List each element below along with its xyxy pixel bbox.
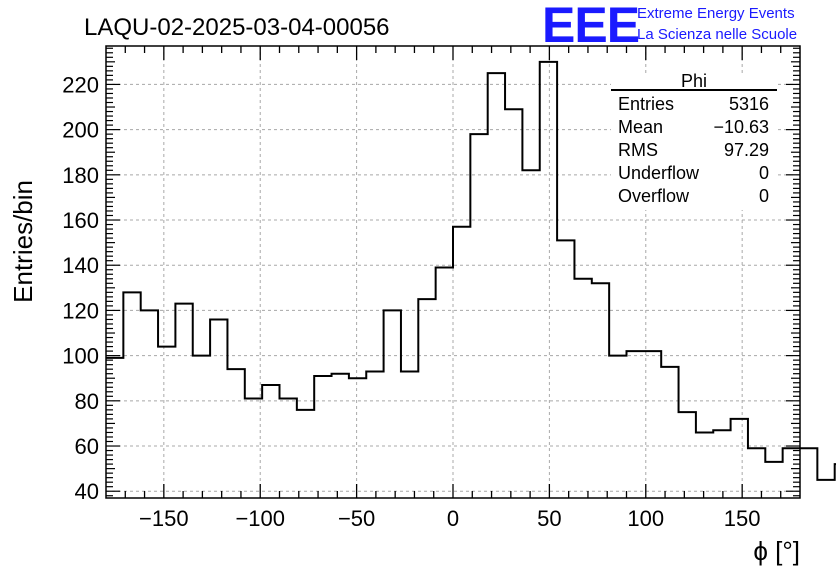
x-tick-label: 100 xyxy=(627,506,664,531)
stats-entries-value: 5316 xyxy=(729,94,769,114)
y-axis-label: Entries/bin xyxy=(8,180,38,303)
histogram-series xyxy=(106,60,836,481)
x-tick-label: 150 xyxy=(724,506,761,531)
stats-overflow-value: 0 xyxy=(759,186,769,206)
y-tick-label: 200 xyxy=(62,118,99,143)
x-tick-label: 50 xyxy=(537,506,561,531)
y-tick-label: 140 xyxy=(62,253,99,278)
y-axis: 40 60 80 100 120 140 160 180 200 220 xyxy=(62,47,800,504)
stats-overflow-label: Overflow xyxy=(618,186,690,206)
stats-rms-value: 97.29 xyxy=(724,140,769,160)
stats-underflow-value: 0 xyxy=(759,163,769,183)
run-title: LAQU-02-2025-03-04-00056 xyxy=(84,14,390,41)
stats-mean-label: Mean xyxy=(618,117,663,137)
y-tick-label: 220 xyxy=(62,72,99,97)
stats-mean-value: −10.63 xyxy=(713,117,769,137)
x-tick-label: −100 xyxy=(235,506,285,531)
y-tick-label: 60 xyxy=(75,434,99,459)
y-tick-label: 180 xyxy=(62,163,99,188)
eee-logo: EEE Extreme Energy Events La Scienza nel… xyxy=(542,0,797,53)
y-tick-label: 40 xyxy=(75,479,99,504)
eee-logo-line-2: La Scienza nelle Scuole xyxy=(637,26,797,43)
x-axis: −150 −100 −50 0 50 100 150 xyxy=(124,46,782,531)
stats-box: Phi Entries 5316 Mean −10.63 RMS 97.29 U… xyxy=(611,71,777,210)
y-tick-label: 80 xyxy=(75,389,99,414)
x-tick-label: 0 xyxy=(447,506,459,531)
stats-box-title: Phi xyxy=(681,71,707,91)
stats-entries-label: Entries xyxy=(618,94,674,114)
x-tick-label: −50 xyxy=(338,506,375,531)
stats-underflow-label: Underflow xyxy=(618,163,700,183)
eee-logo-mark: EEE xyxy=(542,0,639,53)
eee-logo-line-1: Extreme Energy Events xyxy=(637,5,795,22)
stats-rms-label: RMS xyxy=(618,140,658,160)
x-axis-label: ϕ [°] xyxy=(753,536,800,566)
y-tick-label: 120 xyxy=(62,298,99,323)
y-tick-label: 100 xyxy=(62,344,99,369)
y-tick-label: 160 xyxy=(62,208,99,233)
x-tick-label: −150 xyxy=(139,506,189,531)
stats-box-background xyxy=(611,76,777,210)
